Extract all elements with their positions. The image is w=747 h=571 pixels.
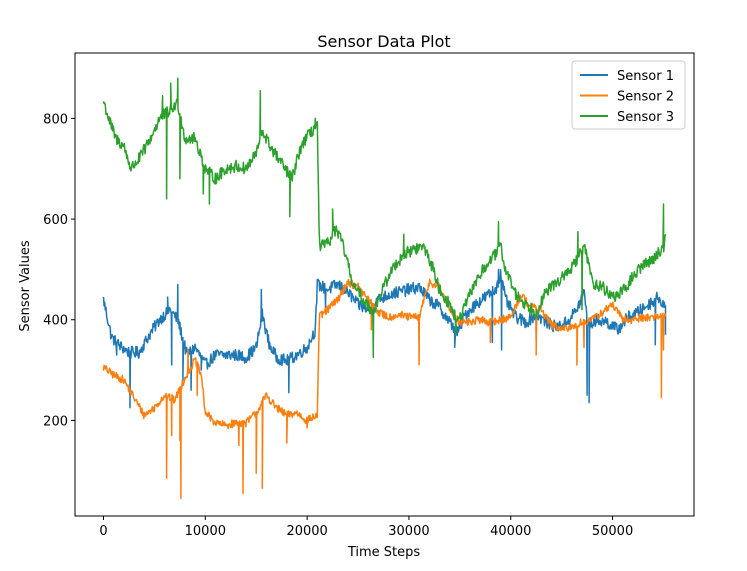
series-line-1 (102, 268, 667, 409)
legend-label: Sensor 3 (617, 110, 674, 125)
x-tick-label: 0 (99, 524, 107, 539)
x-tick-label: 30000 (388, 524, 429, 539)
series-layer (102, 77, 667, 500)
series-line-2 (102, 278, 667, 500)
chart-title: Sensor Data Plot (317, 32, 450, 51)
x-tick-label: 40000 (490, 524, 531, 539)
x-axis-label: Time Steps (347, 545, 421, 560)
plot-frame (74, 52, 695, 517)
axes-layer: 0 10000 20000 30000 40000 50000 200 400 600 800 (43, 52, 695, 539)
x-tick-label: 50000 (592, 524, 633, 539)
legend-label: Sensor 2 (617, 90, 674, 105)
series-line-3 (102, 77, 667, 359)
y-tick-label: 400 (43, 314, 68, 329)
y-tick-label: 600 (43, 213, 68, 228)
y-axis-label: Sensor Values (18, 240, 33, 331)
legend: Sensor 1 Sensor 2 Sensor 3 (571, 60, 686, 130)
legend-label: Sensor 1 (617, 69, 674, 84)
x-tick-label: 20000 (286, 524, 327, 539)
y-tick-label: 200 (43, 414, 68, 429)
y-tick-label: 800 (43, 112, 68, 127)
legend-box (571, 60, 686, 130)
x-tick-label: 10000 (185, 524, 226, 539)
